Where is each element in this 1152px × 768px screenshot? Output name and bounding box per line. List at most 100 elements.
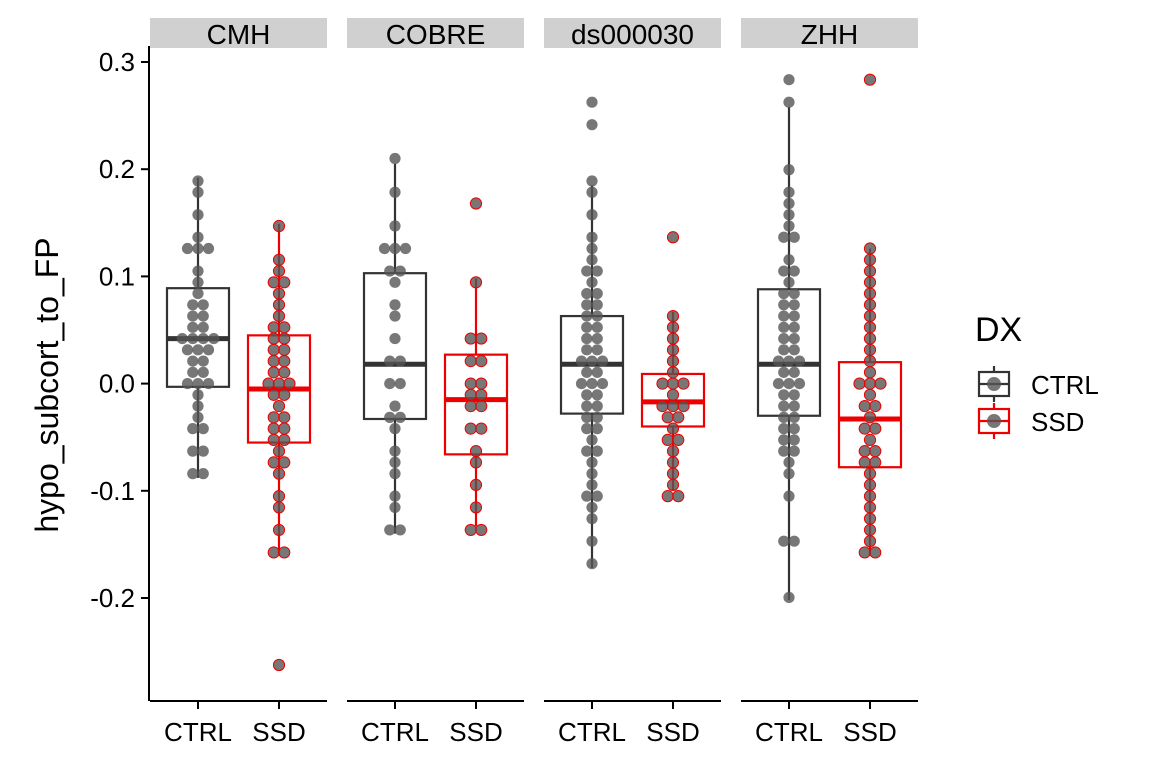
data-point	[384, 411, 396, 423]
data-point	[788, 411, 800, 423]
data-point	[591, 332, 603, 345]
data-point	[192, 276, 204, 288]
data-point	[788, 434, 800, 446]
data-point	[783, 96, 795, 108]
data-point	[272, 298, 286, 311]
x-tick-label: CTRL	[164, 717, 232, 747]
data-point	[863, 467, 877, 480]
data-point	[788, 310, 800, 322]
data-point	[863, 343, 877, 356]
y-tick-label: 0.2	[99, 154, 135, 184]
data-point	[591, 490, 603, 502]
data-point	[586, 355, 598, 367]
data-point	[469, 501, 483, 514]
data-point	[586, 535, 598, 547]
data-point	[863, 242, 877, 255]
data-point	[666, 354, 680, 368]
data-point	[202, 242, 215, 255]
legend-key-point	[987, 377, 1001, 391]
data-point	[863, 535, 877, 548]
y-axis-title: hypo_subcort_to_FP	[29, 237, 65, 532]
legend-item-ctrl: CTRL	[977, 366, 1099, 402]
data-point	[586, 175, 598, 187]
data-point	[586, 456, 598, 468]
data-point	[267, 276, 280, 289]
data-point	[788, 535, 800, 547]
data-point	[187, 310, 199, 322]
data-point	[677, 377, 690, 390]
data-point	[389, 400, 401, 412]
x-tick-label: SSD	[252, 717, 305, 747]
facet-strip	[150, 18, 327, 48]
data-point	[863, 478, 877, 492]
data-point	[863, 287, 877, 300]
data-point	[783, 197, 795, 210]
data-point	[772, 378, 785, 390]
data-point	[788, 287, 800, 300]
data-point	[581, 344, 593, 356]
facet-strip	[544, 18, 721, 48]
data-point	[192, 287, 204, 300]
box	[362, 272, 428, 421]
data-point	[581, 490, 593, 502]
data-point	[469, 456, 483, 469]
legend-label: SSD	[1031, 407, 1084, 437]
data-point	[783, 378, 795, 390]
data-point	[596, 378, 609, 390]
y-tick-label: -0.1	[90, 476, 135, 506]
data-point	[278, 366, 291, 379]
data-point	[192, 231, 204, 243]
data-point	[586, 558, 598, 570]
data-point	[187, 299, 199, 311]
data-point	[469, 478, 483, 492]
data-point	[656, 400, 669, 413]
data-point	[869, 546, 882, 559]
group-ctrl	[165, 175, 231, 480]
data-point	[278, 546, 291, 559]
data-point	[863, 377, 877, 390]
data-point	[475, 388, 488, 401]
data-point	[666, 332, 680, 345]
data-point	[475, 377, 488, 390]
data-point	[581, 445, 593, 457]
data-point	[581, 265, 593, 277]
group-ssd	[640, 231, 706, 503]
data-point	[778, 411, 790, 423]
data-point	[272, 501, 286, 514]
data-point	[475, 400, 488, 413]
data-point	[389, 152, 401, 165]
x-tick-label: SSD	[646, 717, 699, 747]
data-point	[581, 321, 593, 333]
data-point	[778, 400, 790, 412]
data-point	[389, 456, 401, 468]
data-point	[181, 344, 194, 356]
data-point	[586, 434, 598, 446]
data-point	[181, 242, 194, 255]
data-point	[272, 445, 286, 458]
data-point	[581, 389, 593, 401]
data-point	[788, 366, 800, 378]
data-point	[389, 423, 401, 435]
data-point	[278, 456, 291, 469]
data-point	[778, 310, 790, 322]
data-point	[778, 445, 790, 457]
data-point	[278, 422, 291, 435]
data-point	[863, 253, 877, 266]
data-point	[187, 366, 199, 378]
legend-item-ssd: SSD	[977, 403, 1084, 439]
group-ctrl	[756, 74, 822, 604]
data-point	[783, 490, 795, 502]
data-point	[863, 264, 877, 278]
data-point	[272, 658, 286, 672]
data-point	[278, 411, 291, 424]
data-point	[863, 501, 877, 514]
facet-label: COBRE	[386, 19, 486, 50]
data-point	[581, 287, 593, 300]
x-tick-label: SSD	[449, 717, 502, 747]
data-point	[475, 332, 488, 345]
data-point	[858, 546, 871, 559]
data-point	[267, 354, 280, 368]
data-point	[783, 209, 795, 221]
data-point	[394, 355, 406, 367]
data-point	[586, 209, 598, 221]
